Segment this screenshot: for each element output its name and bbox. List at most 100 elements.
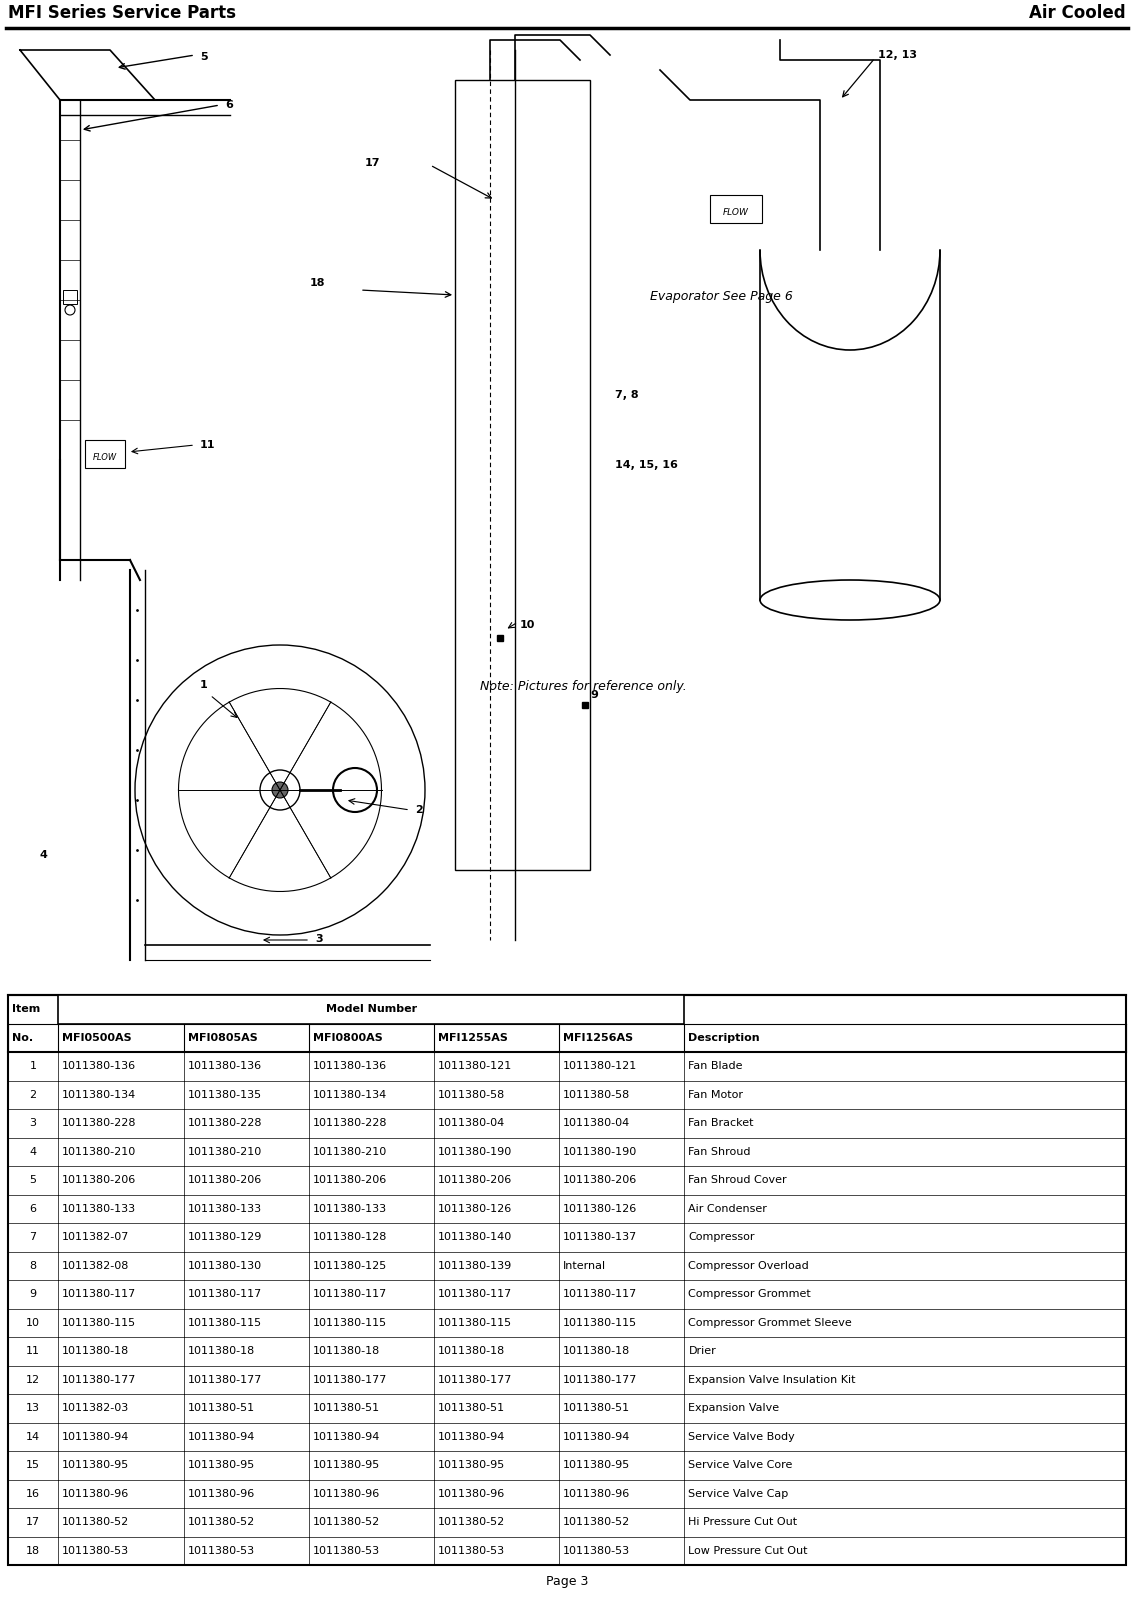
Text: 1011380-51: 1011380-51	[438, 1402, 505, 1414]
Text: 12: 12	[26, 1375, 40, 1385]
Ellipse shape	[760, 580, 940, 620]
Text: 1011380-206: 1011380-206	[313, 1175, 387, 1185]
Text: 1011380-129: 1011380-129	[187, 1233, 262, 1242]
Text: 9: 9	[590, 690, 598, 700]
Text: 17: 17	[365, 158, 381, 168]
Text: 1011380-136: 1011380-136	[187, 1061, 262, 1071]
Text: 1011380-58: 1011380-58	[564, 1090, 631, 1100]
Text: MFI0800AS: MFI0800AS	[313, 1033, 382, 1042]
Text: 1011380-18: 1011380-18	[564, 1346, 631, 1356]
Text: 1011380-190: 1011380-190	[438, 1146, 513, 1158]
Text: Expansion Valve Insulation Kit: Expansion Valve Insulation Kit	[688, 1375, 856, 1385]
Text: Compressor: Compressor	[688, 1233, 755, 1242]
Text: 1011380-134: 1011380-134	[62, 1090, 136, 1100]
Text: 1: 1	[29, 1061, 36, 1071]
Text: Fan Bracket: Fan Bracket	[688, 1117, 754, 1129]
Text: 1011380-18: 1011380-18	[438, 1346, 506, 1356]
Text: 1011380-190: 1011380-190	[564, 1146, 637, 1158]
Text: 18: 18	[310, 279, 325, 288]
Text: MFI1255AS: MFI1255AS	[438, 1033, 508, 1042]
Text: 1011380-126: 1011380-126	[438, 1204, 513, 1214]
Text: 1011380-53: 1011380-53	[564, 1545, 631, 1556]
Text: 3: 3	[29, 1117, 36, 1129]
Text: Item: Item	[12, 1004, 40, 1015]
Text: 1011382-03: 1011382-03	[62, 1402, 129, 1414]
Text: 1011380-115: 1011380-115	[62, 1318, 136, 1327]
Text: Evaporator See Page 6: Evaporator See Page 6	[650, 290, 793, 303]
Text: 1011380-96: 1011380-96	[187, 1489, 255, 1499]
Text: 1011380-228: 1011380-228	[187, 1117, 262, 1129]
Text: 1011380-115: 1011380-115	[438, 1318, 513, 1327]
Text: 5: 5	[200, 51, 208, 62]
Text: 1011380-135: 1011380-135	[187, 1090, 262, 1100]
Text: 1011380-206: 1011380-206	[564, 1175, 637, 1185]
Text: 1011380-51: 1011380-51	[187, 1402, 255, 1414]
Text: 1011380-96: 1011380-96	[313, 1489, 380, 1499]
Text: 1011380-04: 1011380-04	[564, 1117, 631, 1129]
Text: 1011380-53: 1011380-53	[313, 1545, 380, 1556]
Text: 18: 18	[26, 1545, 40, 1556]
Text: 1011380-52: 1011380-52	[438, 1518, 506, 1527]
Text: MFI0500AS: MFI0500AS	[62, 1033, 132, 1042]
Text: 1011380-95: 1011380-95	[187, 1460, 255, 1470]
Text: 1011380-94: 1011380-94	[187, 1431, 255, 1443]
Bar	[6, 27, 1128, 980]
Text: 1011380-117: 1011380-117	[564, 1289, 637, 1300]
Text: 1: 1	[200, 680, 208, 690]
Text: 10: 10	[26, 1318, 40, 1327]
Text: 16: 16	[26, 1489, 40, 1499]
Text: 1011380-96: 1011380-96	[438, 1489, 506, 1499]
Text: 1011380-228: 1011380-228	[62, 1117, 137, 1129]
Text: 9: 9	[29, 1289, 36, 1300]
Text: Air Cooled: Air Cooled	[1030, 3, 1126, 22]
Text: 15: 15	[26, 1460, 40, 1470]
Text: Fan Blade: Fan Blade	[688, 1061, 743, 1071]
Text: 1011380-117: 1011380-117	[187, 1289, 262, 1300]
Text: 1011380-51: 1011380-51	[564, 1402, 631, 1414]
Text: 1011380-134: 1011380-134	[313, 1090, 387, 1100]
Text: 1011380-115: 1011380-115	[313, 1318, 387, 1327]
Bar	[85, 440, 125, 467]
Text: 1011380-125: 1011380-125	[313, 1260, 387, 1271]
Bar	[455, 80, 590, 869]
Text: 4: 4	[40, 850, 48, 860]
Text: Fan Shroud: Fan Shroud	[688, 1146, 751, 1158]
Text: 1011380-53: 1011380-53	[187, 1545, 255, 1556]
Text: 3: 3	[315, 933, 323, 945]
Text: Compressor Overload: Compressor Overload	[688, 1260, 810, 1271]
Text: 1011380-94: 1011380-94	[313, 1431, 380, 1443]
Text: Air Condenser: Air Condenser	[688, 1204, 768, 1214]
Text: MFI Series Service Parts: MFI Series Service Parts	[8, 3, 236, 22]
Text: Fan Shroud Cover: Fan Shroud Cover	[688, 1175, 787, 1185]
Text: 10: 10	[521, 620, 535, 631]
Text: Page 3: Page 3	[545, 1575, 589, 1588]
Text: 1011380-95: 1011380-95	[438, 1460, 506, 1470]
Text: 1011380-51: 1011380-51	[313, 1402, 380, 1414]
Text: Compressor Grommet Sleeve: Compressor Grommet Sleeve	[688, 1318, 852, 1327]
Text: 1011380-136: 1011380-136	[313, 1061, 387, 1071]
Text: 6: 6	[29, 1204, 36, 1214]
Text: 1011380-126: 1011380-126	[564, 1204, 637, 1214]
Text: 1011380-115: 1011380-115	[564, 1318, 637, 1327]
Text: 1011380-121: 1011380-121	[438, 1061, 513, 1071]
Text: 1011380-52: 1011380-52	[62, 1518, 129, 1527]
Text: 1011380-117: 1011380-117	[438, 1289, 513, 1300]
Text: 1011380-130: 1011380-130	[187, 1260, 262, 1271]
Text: Drier: Drier	[688, 1346, 717, 1356]
Text: MFI1256AS: MFI1256AS	[564, 1033, 633, 1042]
Text: MFI0805AS: MFI0805AS	[187, 1033, 257, 1042]
Text: 1011380-117: 1011380-117	[62, 1289, 136, 1300]
Text: 1011380-210: 1011380-210	[313, 1146, 387, 1158]
Text: 8: 8	[29, 1260, 36, 1271]
Text: 1011380-139: 1011380-139	[438, 1260, 513, 1271]
Text: FLOW: FLOW	[723, 208, 748, 216]
Text: 7: 7	[29, 1233, 36, 1242]
Text: 1011380-96: 1011380-96	[62, 1489, 129, 1499]
Text: 1011380-228: 1011380-228	[313, 1117, 387, 1129]
Text: FLOW: FLOW	[93, 453, 117, 461]
Text: Service Valve Core: Service Valve Core	[688, 1460, 793, 1470]
Text: 13: 13	[26, 1402, 40, 1414]
Text: 1011380-94: 1011380-94	[62, 1431, 129, 1443]
Text: 1011380-177: 1011380-177	[62, 1375, 137, 1385]
Text: 1011380-52: 1011380-52	[187, 1518, 255, 1527]
